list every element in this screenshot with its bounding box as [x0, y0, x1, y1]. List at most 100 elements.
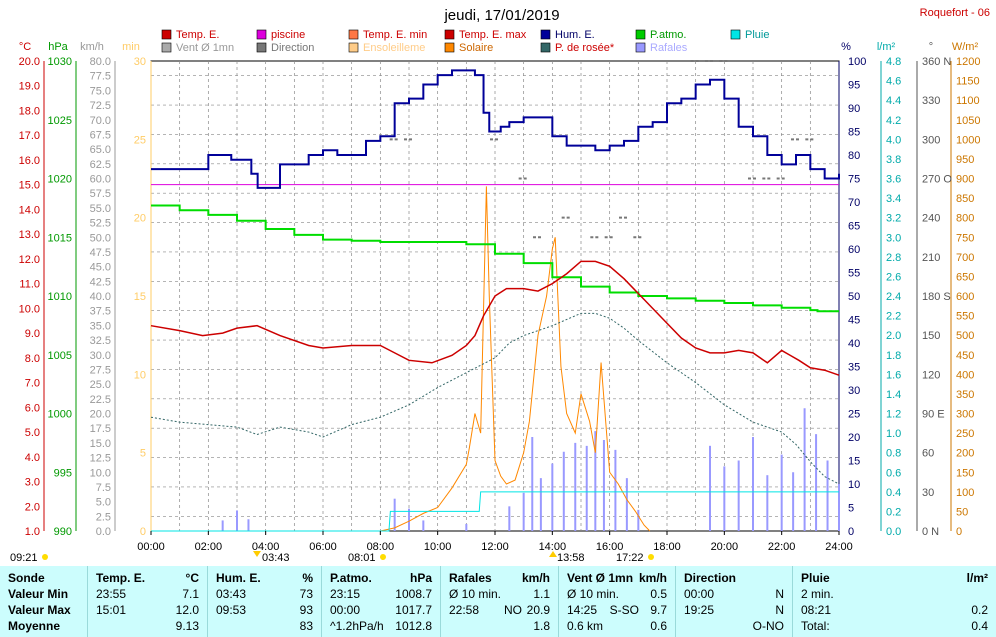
axis-tick-label: 77.5	[90, 71, 111, 83]
cell-value: 1.8	[533, 619, 550, 633]
station-name: Roquefort - 06	[920, 7, 990, 19]
axis-tick-label: 990	[54, 526, 72, 538]
axis-tick-label: 4.8	[886, 56, 901, 68]
axis-tick-label: 50	[956, 506, 968, 518]
sunrise-time: 09:21	[10, 552, 38, 564]
column-unit: hPa	[409, 571, 432, 585]
axis-tick-label: 55.0	[90, 203, 111, 215]
x-tick-label: 02:00	[195, 541, 223, 553]
cell-value: 1.1	[533, 587, 550, 601]
axis-tick-label: 40	[848, 338, 860, 350]
axis-tick-label: 2.0	[886, 330, 901, 342]
legend-swatch	[348, 29, 359, 40]
x-tick-label: 12:00	[481, 541, 509, 553]
axis-tick-label: 8.0	[25, 353, 40, 365]
axis-tick-label: 35.0	[90, 320, 111, 332]
axis-tick-label: 30	[134, 56, 146, 68]
axis-tick-label: 1150	[956, 76, 980, 88]
axis-tick-label: 1.2	[886, 409, 901, 421]
column-header: Vent Ø 1mn	[567, 571, 634, 585]
axis-tick-label: 3.8	[886, 154, 901, 166]
axis-tick-label: 15.0	[19, 180, 40, 192]
axis-tick-label: 52.5	[90, 218, 111, 230]
x-tick-label: 24:00	[825, 541, 853, 553]
axis-tick-label: 70	[848, 197, 860, 209]
column-unit: km/h	[521, 571, 550, 585]
legend-swatch	[161, 29, 172, 40]
axis-tick-label: 5	[140, 448, 146, 460]
axis-tick-label: 16.0	[19, 155, 40, 167]
legend-swatch	[348, 42, 359, 53]
axis-tick-label: 30.0	[90, 350, 111, 362]
axis-tick-label: 1015	[48, 232, 72, 244]
axis-tick-label: 25	[848, 409, 860, 421]
axis-tick-label: 4.0	[25, 452, 40, 464]
column-header: Rafales	[449, 571, 492, 585]
axis-tick-label: 350	[956, 389, 974, 401]
temp-unit: °C	[19, 41, 31, 53]
legend-label: Rafales	[650, 42, 688, 54]
table-column: P.atmo. hPa 23:15 1008.7 00:00 1017.7 ^1.2hPa/…	[321, 566, 440, 637]
cell-value: 7.1	[182, 587, 199, 601]
legend-swatch	[444, 29, 455, 40]
axis-tick-label: 1005	[48, 350, 72, 362]
axis-tick-label: 1.4	[886, 389, 901, 401]
legend-swatch	[444, 42, 455, 53]
axis-tick-label: 1025	[48, 115, 72, 127]
column-unit: km/h	[638, 571, 667, 585]
cell-value: 83	[299, 619, 313, 633]
legend-label: Hum. E.	[555, 29, 595, 41]
x-axis: 00:00 02:00 04:00 06:00 08:00 10:00 12:00 14:00…	[137, 531, 853, 553]
sunset-time: 17:22	[616, 552, 644, 564]
legend-swatch	[540, 42, 551, 53]
axis-tick-label: 0 N	[922, 526, 939, 538]
axis-tick-label: 72.5	[90, 100, 111, 112]
axis-tick-label: 62.5	[90, 159, 111, 171]
axis-tick-label: 7.0	[25, 378, 40, 390]
axis-tick-label: 400	[956, 369, 974, 381]
column-header: Hum. E.	[216, 571, 261, 585]
axis-tick-label: 4.6	[886, 76, 901, 88]
axis-tick-label: 650	[956, 271, 974, 283]
axis-tick-label: 20.0	[90, 409, 111, 421]
axis-tick-label: 67.5	[90, 129, 111, 141]
axis-tick-label: 1.0	[25, 526, 40, 538]
cell-time: Total:	[801, 619, 830, 633]
axis-tick-label: 22.5	[90, 394, 111, 406]
axis-tick-label: 18.0	[19, 105, 40, 117]
axis-tick-label: 0.4	[886, 487, 901, 499]
axis-tick-label: 15.0	[90, 438, 111, 450]
legend-swatch	[256, 42, 267, 53]
cell-value: 1008.7	[395, 587, 432, 601]
cell-direction: NO	[504, 603, 522, 617]
column-header: Temp. E.	[96, 571, 146, 585]
axis-tick-label: 5.0	[96, 497, 111, 509]
cell-value: 0.6	[650, 619, 667, 633]
axis-tick-label: 80	[848, 150, 860, 162]
axis-tick-label: 60	[848, 244, 860, 256]
row-label: Valeur Max	[8, 603, 71, 617]
axis-tick-label: 330	[922, 95, 940, 107]
axis-tick-label: 1010	[48, 291, 72, 303]
table-column: Hum. E.% 03:43 73 09:53 93 83	[207, 566, 321, 637]
axis-tick-label: 1200	[956, 56, 980, 68]
axis-tick-label: 95	[848, 80, 860, 92]
axis-tick-label: 700	[956, 252, 974, 264]
temp-min-time: 03:43	[262, 552, 290, 564]
axis-tick-label: 250	[956, 428, 974, 440]
axis-tick-label: 10	[848, 479, 860, 491]
cell-value: 1017.7	[395, 603, 432, 617]
axis-tick-label: 75	[848, 174, 860, 186]
axis-tick-label: 0.2	[886, 506, 901, 518]
axis-tick-label: 65	[848, 221, 860, 233]
legend-label: Vent Ø 1mn	[176, 42, 234, 54]
axis-tick-label: 1.6	[886, 369, 901, 381]
axis-tick-label: 995	[54, 467, 72, 479]
x-tick-label: 22:00	[768, 541, 796, 553]
legend-swatch	[730, 29, 741, 40]
axis-tick-label: 0.6	[886, 467, 901, 479]
axis-tick-label: 6.0	[25, 402, 40, 414]
legend-swatch	[540, 29, 551, 40]
axis-tick-label: 50	[848, 291, 860, 303]
axis-tick-label: 20	[848, 432, 860, 444]
